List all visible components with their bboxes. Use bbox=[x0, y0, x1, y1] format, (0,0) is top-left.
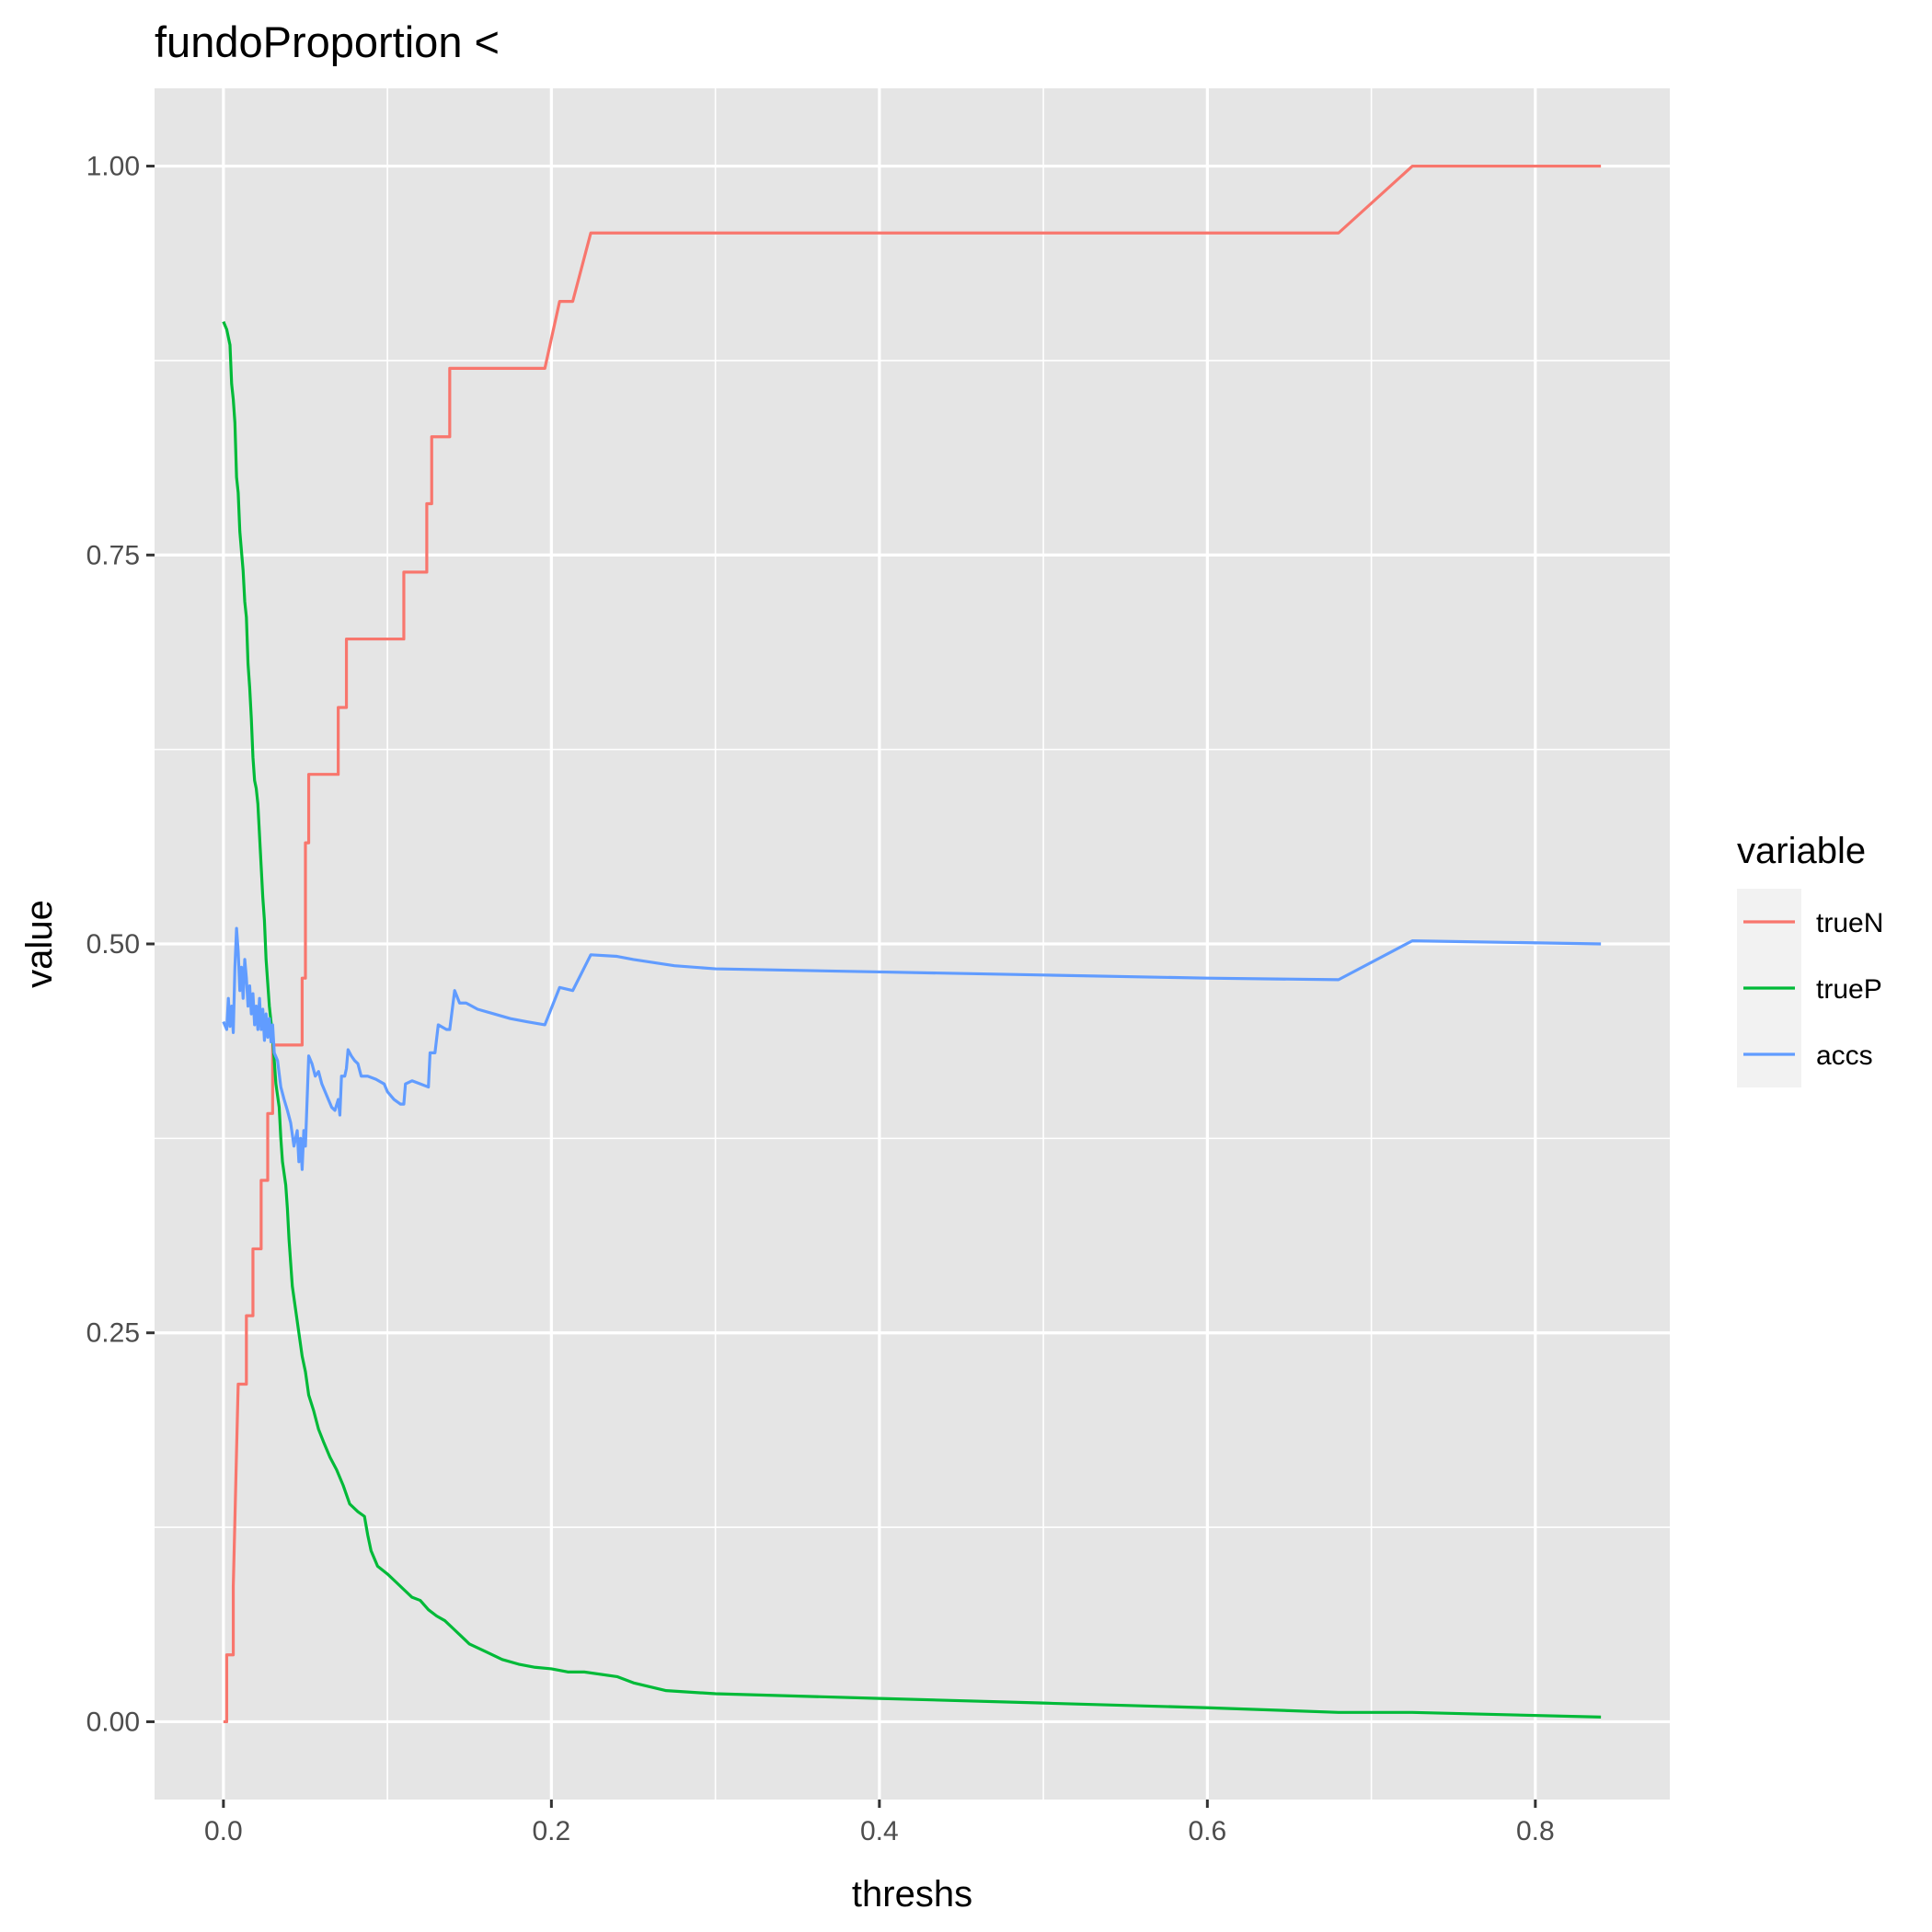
legend-items: trueN trueP accs bbox=[1737, 889, 1883, 1087]
series-line-trueN bbox=[223, 164, 1602, 1724]
x-tick-label: 0.8 bbox=[1516, 1816, 1555, 1846]
y-axis: 0.00 0.25 0.50 0.75 1.00 bbox=[86, 152, 155, 1737]
y-tick-label: 1.00 bbox=[86, 152, 140, 182]
chart-title: fundoProportion < bbox=[155, 17, 500, 66]
y-tick-label: 0.75 bbox=[86, 540, 140, 570]
y-axis-title: value bbox=[19, 900, 60, 988]
x-tick-label: 0.0 bbox=[204, 1816, 243, 1846]
legend: variable trueN trueP accs bbox=[1737, 831, 1883, 1087]
y-tick-label: 0.25 bbox=[86, 1318, 140, 1349]
series-line-trueP bbox=[222, 321, 1602, 1719]
x-tick-label: 0.2 bbox=[532, 1816, 570, 1846]
x-axis: 0.0 0.2 0.4 0.6 0.8 bbox=[204, 1800, 1555, 1846]
y-tick-label: 0.50 bbox=[86, 929, 140, 960]
x-axis-title: threshs bbox=[852, 1874, 972, 1915]
legend-label-accs: accs bbox=[1816, 1041, 1873, 1071]
series-line-accs bbox=[222, 926, 1602, 1171]
series-lines bbox=[222, 164, 1602, 1724]
legend-title: variable bbox=[1737, 831, 1866, 871]
legend-label-trueP: trueP bbox=[1816, 974, 1882, 1005]
legend-label-trueN: trueN bbox=[1816, 908, 1883, 938]
y-tick-label: 0.00 bbox=[86, 1707, 140, 1737]
x-tick-label: 0.6 bbox=[1188, 1816, 1226, 1846]
x-tick-label: 0.4 bbox=[860, 1816, 899, 1846]
major-gridlines bbox=[155, 88, 1670, 1800]
